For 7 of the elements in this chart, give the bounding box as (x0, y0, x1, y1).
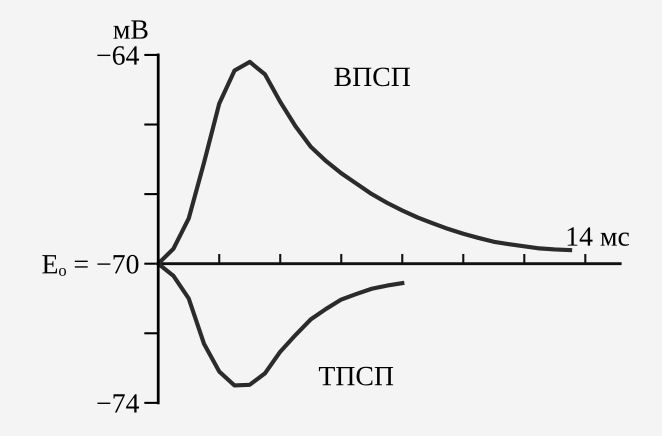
series-label: ВПСП (334, 68, 410, 86)
series-label: ТПСП (318, 366, 394, 386)
y-axis-title: мВ (113, 20, 148, 39)
y-tick-label: Eₒ = −70 (42, 254, 138, 276)
y-tick-label: −74 (97, 394, 140, 412)
y-tick-label: −64 (97, 46, 140, 65)
annotation: 14 мс (568, 227, 629, 246)
